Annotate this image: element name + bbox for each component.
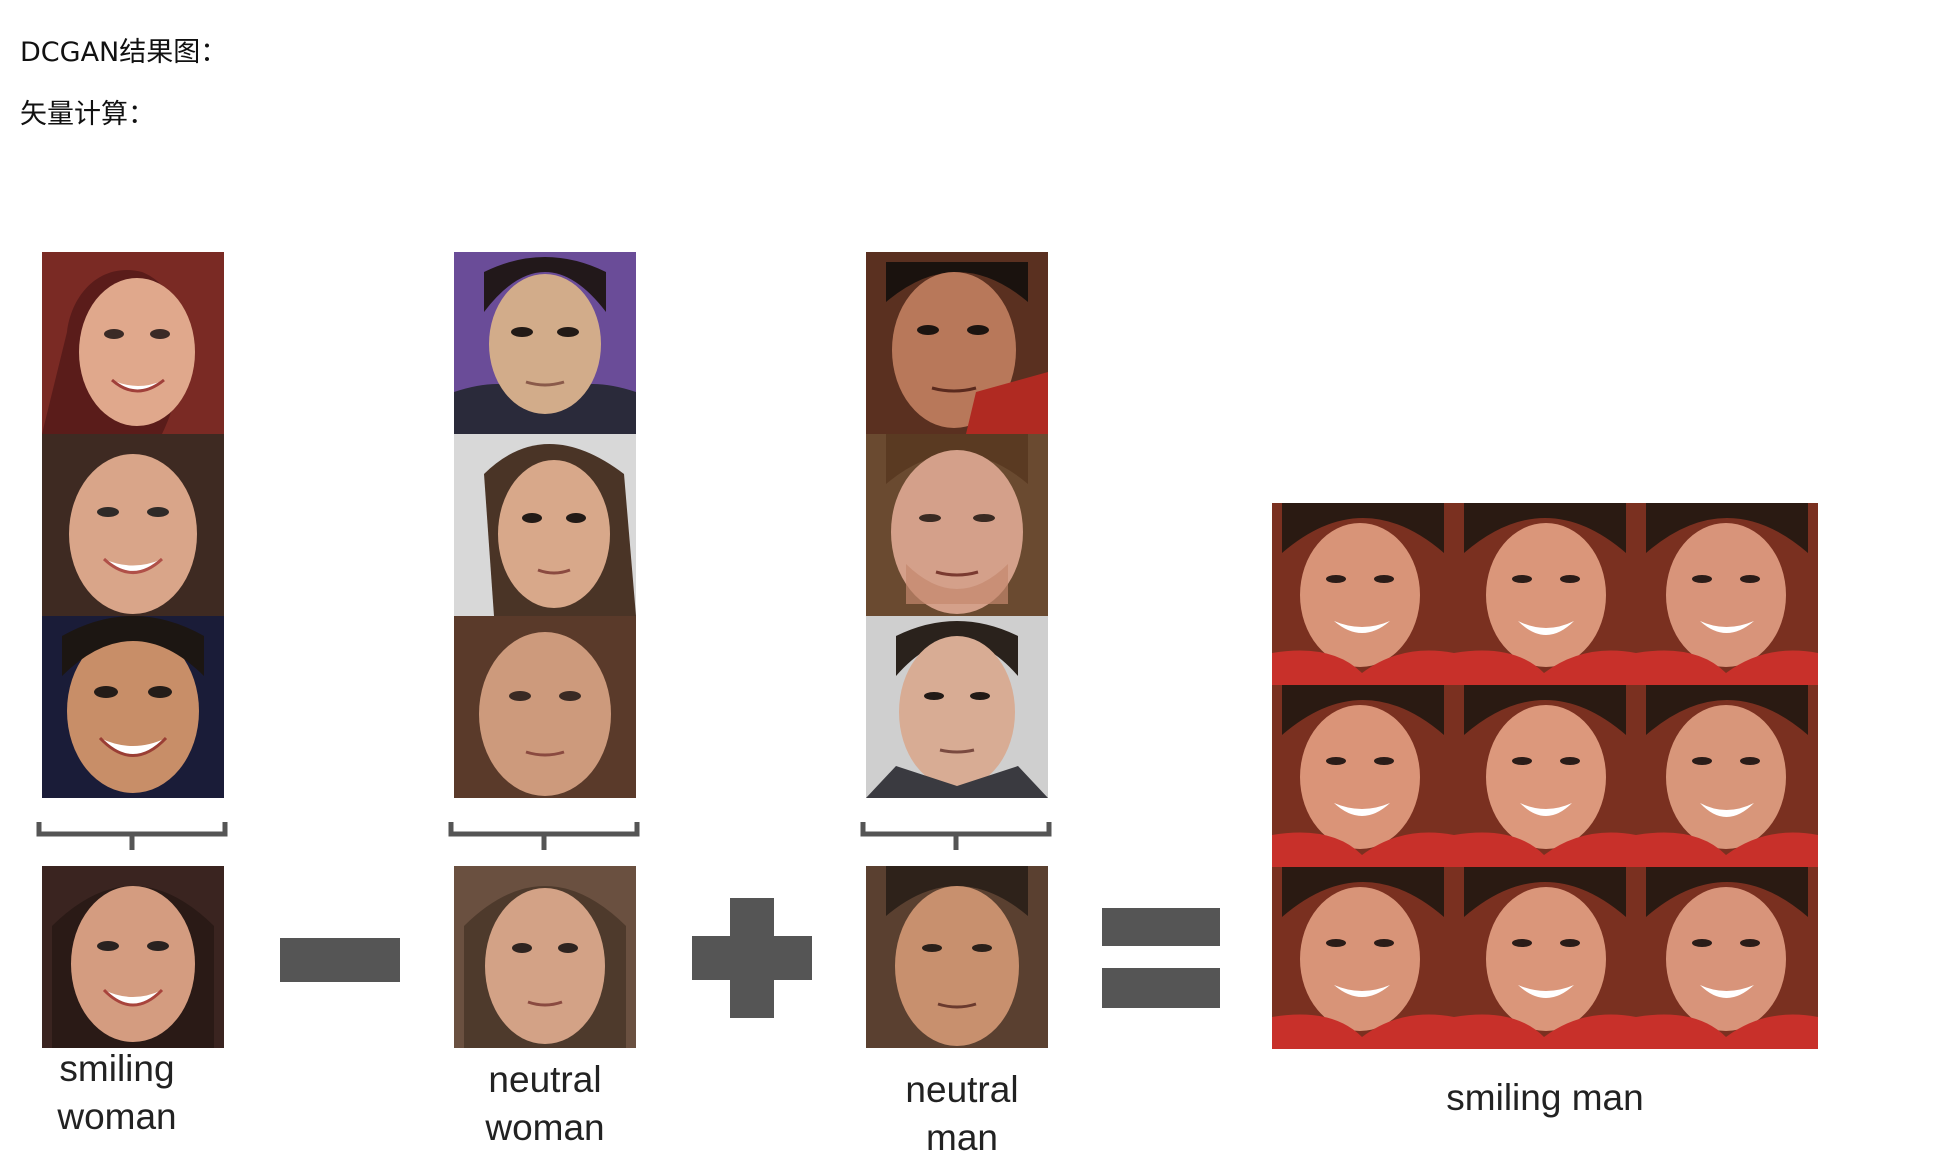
smiling-man-face — [1272, 685, 1454, 867]
neutral-man-caption-line-2: man — [926, 1117, 998, 1158]
equals-icon — [1102, 908, 1220, 1008]
smiling-woman-caption-line-2: woman — [57, 1096, 177, 1137]
smiling-man-face — [1636, 503, 1818, 685]
smiling-man-result-grid — [1272, 503, 1818, 1049]
smiling-man-face — [1272, 867, 1454, 1049]
neutral-man-face-2 — [866, 434, 1048, 616]
neutral-man-caption: neutral man — [882, 1066, 1042, 1162]
smiling-man-face — [1454, 503, 1636, 685]
neutral-man-average-face — [866, 866, 1048, 1048]
neutral-woman-caption-line-1: neutral — [488, 1059, 602, 1100]
smiling-woman-caption: smiling woman — [42, 1045, 192, 1141]
neutral-woman-caption-line-2: woman — [485, 1107, 605, 1148]
smiling-man-face — [1272, 503, 1454, 685]
smiling-woman-caption-line-1: smiling — [59, 1048, 175, 1089]
minus-icon — [280, 938, 400, 982]
smiling-woman-face-2 — [42, 434, 224, 616]
neutral-woman-caption: neutral woman — [460, 1056, 630, 1152]
smiling-man-face — [1454, 867, 1636, 1049]
neutral-woman-face-3 — [454, 616, 636, 798]
neutral-woman-brace — [448, 822, 640, 850]
neutral-woman-face-2 — [454, 434, 636, 616]
neutral-man-face-1 — [866, 252, 1048, 434]
neutral-man-face-3 — [866, 616, 1048, 798]
neutral-man-caption-line-1: neutral — [905, 1069, 1019, 1110]
smiling-woman-face-3 — [42, 616, 224, 798]
smiling-woman-average-face — [42, 866, 224, 1048]
smiling-man-face — [1636, 685, 1818, 867]
smiling-woman-face-1 — [42, 252, 224, 434]
neutral-woman-average-face — [454, 866, 636, 1048]
smiling-man-caption: smiling man — [1446, 1077, 1644, 1118]
smiling-woman-brace — [36, 822, 228, 850]
smiling-man-face — [1454, 685, 1636, 867]
section-subtitle: 矢量计算： — [20, 99, 155, 130]
smiling-man-face — [1636, 867, 1818, 1049]
plus-icon — [692, 898, 812, 1018]
page-title: DCGAN结果图： — [20, 37, 228, 68]
neutral-woman-face-1 — [454, 252, 636, 434]
neutral-man-brace — [860, 822, 1052, 850]
